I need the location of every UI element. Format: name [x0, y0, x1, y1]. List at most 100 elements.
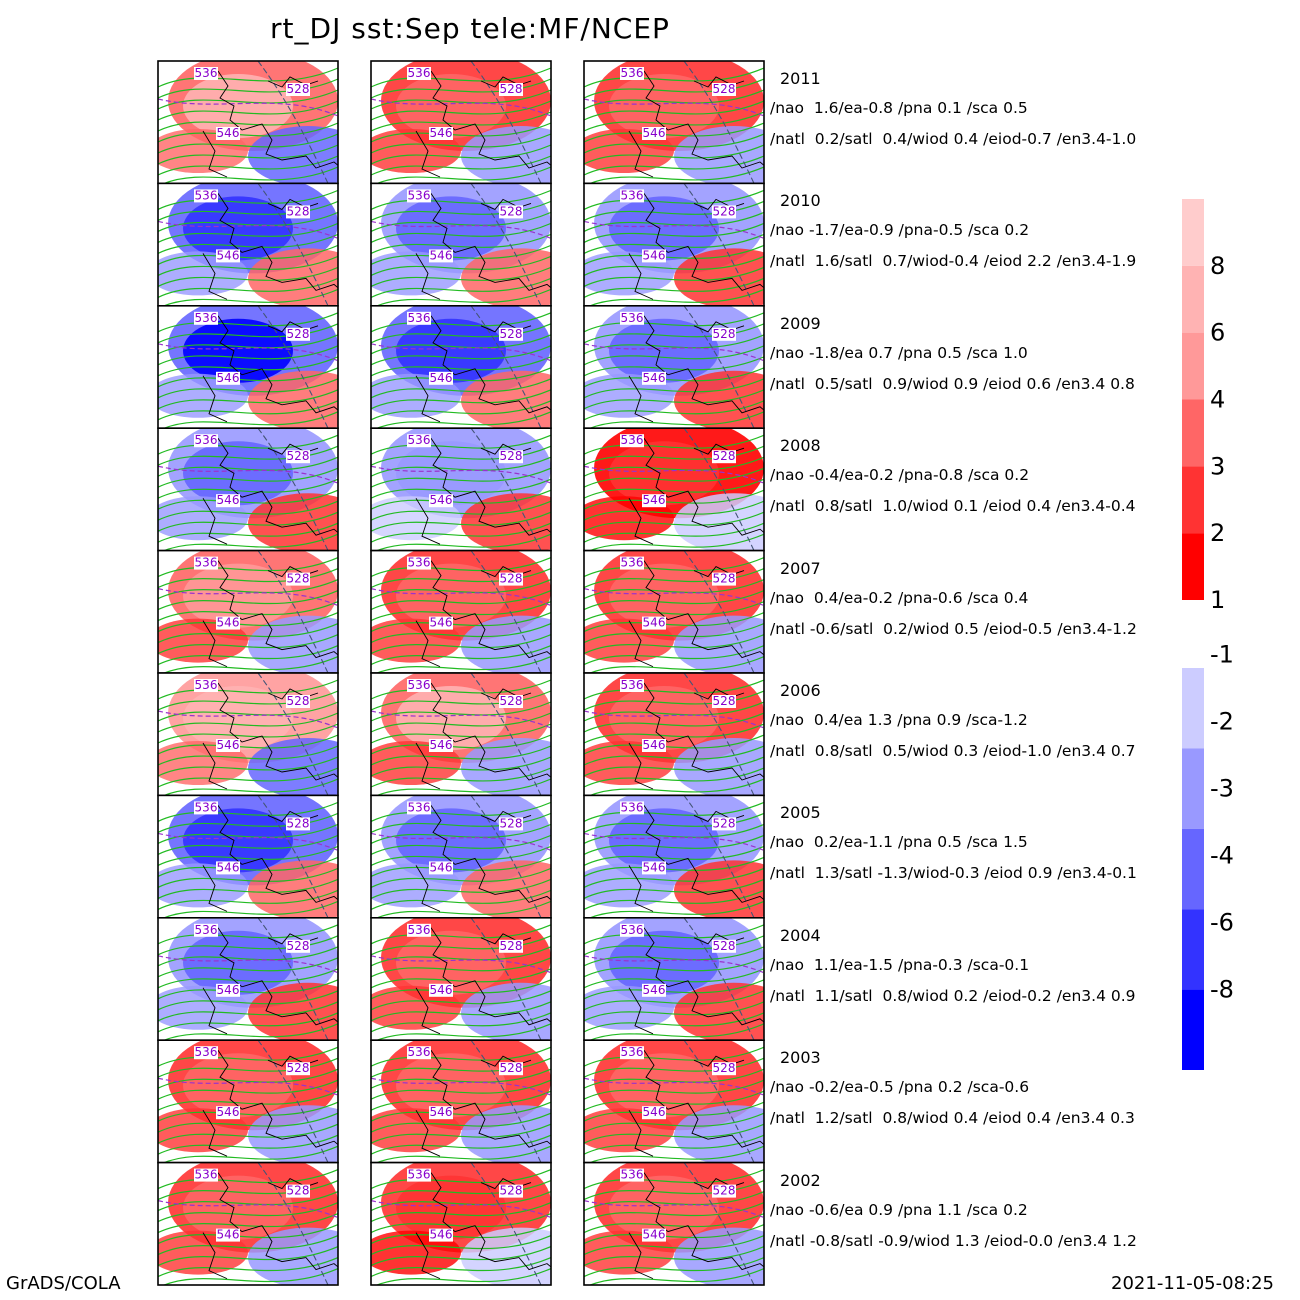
year-label: 2011: [780, 69, 821, 88]
colorbar-swatch: [1182, 399, 1204, 467]
map-panel: 536 528 546: [370, 916, 552, 1041]
contour-label: 546: [643, 371, 666, 385]
contour-label: 528: [713, 694, 736, 708]
colorbar-label: -6: [1210, 909, 1234, 937]
sst-index-line: /natl 0.8/satl 0.5/wiod 0.3 /eiod-1.0 /e…: [770, 742, 1136, 760]
colorbar-label: -2: [1210, 708, 1234, 736]
map-panel: 536 528 546: [157, 672, 339, 797]
contour-label: 536: [195, 311, 218, 325]
map-panel: 536 528 546: [583, 1161, 765, 1286]
contour-label: 528: [287, 816, 310, 830]
footer-left: GrADS/COLA: [6, 1273, 121, 1294]
contour-label: 536: [621, 1045, 644, 1059]
sst-index-line: /natl -0.8/satl -0.9/wiod 1.3 /eiod-0.0 …: [770, 1231, 1137, 1250]
contour-label: 546: [430, 983, 453, 997]
sst-index-line: /natl 0.2/satl 0.4/wiod 0.4 /eiod-0.7 /e…: [770, 130, 1137, 148]
contour-label: 546: [217, 616, 240, 630]
map-panel: 536 528 546: [157, 427, 339, 552]
contour-label: 546: [643, 126, 666, 140]
map-panel: 536 528 546: [370, 182, 552, 307]
contour-label: 536: [408, 188, 431, 202]
map-panel: 536 528 546: [157, 1161, 339, 1286]
contour-label: 546: [217, 1105, 240, 1119]
sst-index-line: /natl 1.1/satl 0.8/wiod 0.2 /eiod-0.2 /e…: [770, 986, 1136, 1005]
contour-label: 536: [408, 1045, 431, 1059]
colorbar-label: 3: [1210, 452, 1225, 480]
sst-index-line: /natl 1.2/satl 0.8/wiod 0.4 /eiod 0.4 /e…: [770, 1109, 1135, 1128]
teleconnection-line: /nao -1.7/ea-0.9 /pna-0.5 /sca 0.2: [770, 221, 1030, 240]
year-label: 2004: [780, 925, 821, 945]
teleconnection-line: /nao 0.4/ea-0.2 /pna-0.6 /sca 0.4: [770, 588, 1029, 607]
contour-label: 546: [643, 738, 666, 752]
contour-label: 546: [217, 1228, 240, 1242]
contour-label: 528: [500, 816, 523, 830]
contour-label: 546: [430, 860, 453, 874]
sst-index-line: /natl 0.8/satl 1.0/wiod 0.1 /eiod 0.4 /e…: [770, 497, 1136, 516]
map-panel: 536 528 546: [583, 794, 765, 919]
contour-label: 528: [713, 1184, 736, 1198]
contour-label: 536: [621, 433, 644, 447]
contour-label: 536: [408, 66, 431, 80]
contour-label: 536: [195, 188, 218, 202]
contour-label: 528: [713, 327, 736, 341]
year-label: 2003: [780, 1048, 821, 1068]
contour-label: 528: [287, 204, 310, 218]
map-panel: 536 528 546: [157, 182, 339, 307]
contour-label: 546: [430, 1105, 453, 1119]
contour-label: 536: [621, 66, 644, 80]
year-label: 2007: [780, 558, 821, 578]
contour-label: 528: [287, 82, 310, 96]
contour-label: 546: [643, 860, 666, 874]
contour-label: 528: [287, 327, 310, 341]
contour-label: 546: [217, 371, 240, 385]
map-panel: 536 528 546: [157, 304, 339, 429]
teleconnection-line: /nao -1.8/ea 0.7 /pna 0.5 /sca 1.0: [770, 343, 1028, 362]
colorbar-label: -3: [1210, 775, 1234, 803]
contour-label: 528: [287, 572, 310, 586]
contour-label: 528: [500, 694, 523, 708]
colorbar-swatch: [1182, 466, 1204, 534]
map-panel: 536 528 546: [370, 549, 552, 674]
contour-label: 528: [287, 939, 310, 953]
contour-label: 546: [217, 738, 240, 752]
contour-label: 546: [643, 248, 666, 262]
contour-label: 536: [621, 923, 644, 937]
colorbar-swatch: [1182, 909, 1204, 990]
colorbar-label: 2: [1210, 519, 1225, 547]
year-label: 2002: [780, 1170, 821, 1190]
contour-label: 528: [287, 694, 310, 708]
map-panel: 536 528 546: [370, 1039, 552, 1164]
teleconnection-line: /nao 0.4/ea 1.3 /pna 0.9 /sca-1.2: [770, 711, 1028, 729]
contour-label: 546: [430, 616, 453, 630]
contour-label: 536: [408, 311, 431, 325]
sst-index-line: /natl 1.6/satl 0.7/wiod-0.4 /eiod 2.2 /e…: [770, 252, 1137, 271]
colorbar-label: 4: [1210, 386, 1225, 414]
colorbar-swatch: [1182, 199, 1204, 266]
contour-label: 536: [195, 923, 218, 937]
map-panel: 536 528 546: [157, 1039, 339, 1164]
colorbar-label: 1: [1210, 586, 1225, 614]
contour-label: 546: [430, 371, 453, 385]
contour-label: 546: [217, 983, 240, 997]
colorbar-label: -8: [1210, 976, 1234, 1004]
contour-label: 546: [217, 248, 240, 262]
map-panel: 536 528 546: [583, 427, 765, 552]
colorbar-label: 8: [1210, 252, 1225, 280]
teleconnection-line: /nao 1.1/ea-1.5 /pna-0.3 /sca-0.1: [770, 955, 1030, 974]
contour-label: 528: [713, 939, 736, 953]
contour-label: 536: [621, 1168, 644, 1182]
contour-label: 528: [500, 572, 523, 586]
contour-label: 536: [195, 1168, 218, 1182]
map-panel: 536 528 546: [157, 549, 339, 674]
map-panel: 536 528 546: [583, 304, 765, 429]
map-panel: 536 528 546: [370, 60, 552, 185]
contour-label: 546: [430, 126, 453, 140]
contour-label: 546: [643, 1105, 666, 1119]
contour-label: 528: [500, 449, 523, 463]
contour-label: 536: [195, 433, 218, 447]
contour-label: 546: [217, 493, 240, 507]
colorbar-negative: -1 -2 -3 -4 -6 -8: [1182, 641, 1234, 1070]
map-panel: 536 528 546: [583, 1039, 765, 1164]
map-panel: 536 528 546: [157, 794, 339, 919]
